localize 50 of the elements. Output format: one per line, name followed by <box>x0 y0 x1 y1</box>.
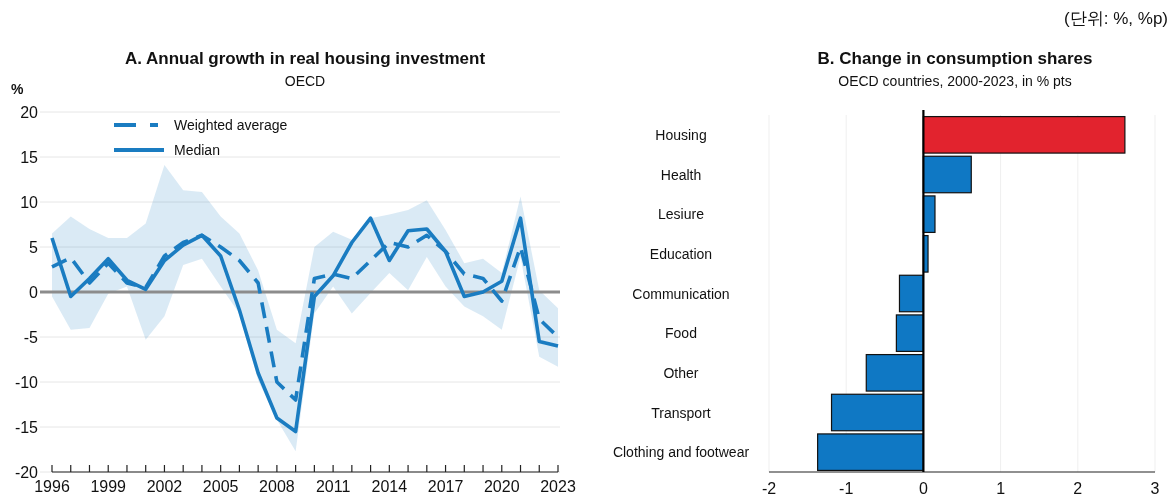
bar <box>922 155 972 194</box>
chart-subtitle: OECD <box>284 73 326 89</box>
x-tick-label: 2020 <box>483 478 520 495</box>
x-tick-label: 2008 <box>259 478 295 495</box>
x-tick-label: 1 <box>996 480 1006 497</box>
x-tick-label: 1996 <box>34 478 70 495</box>
y-tick-label: Communication <box>632 285 730 302</box>
y-tick-label: Transport <box>651 404 711 421</box>
y-tick-label: -15 <box>14 419 39 436</box>
x-tick-label: 2014 <box>371 478 408 495</box>
x-tick-label: 2 <box>1073 480 1083 497</box>
y-tick-label: -20 <box>14 464 39 481</box>
x-tick-label: 3 <box>1150 480 1160 497</box>
chart-subtitle: OECD countries, 2000-2023, in % pts <box>838 73 1072 89</box>
chart-title: A. Annual growth in real housing investment <box>124 49 486 68</box>
legend-label: Median <box>174 142 220 158</box>
y-tick-label: 0 <box>29 284 39 301</box>
y-tick-label: Education <box>649 245 713 262</box>
x-tick-label: 2017 <box>427 478 464 495</box>
bar <box>922 115 1126 154</box>
y-axis-title: % <box>11 81 24 97</box>
y-tick-label: Other <box>663 364 699 381</box>
y-tick-label: -5 <box>23 329 39 346</box>
x-tick-label: 2011 <box>315 478 351 495</box>
legend-label: Weighted average <box>174 117 288 133</box>
y-tick-label: Health <box>660 166 702 183</box>
bar <box>865 353 924 392</box>
y-tick-label: Lesiure <box>658 206 705 223</box>
y-tick-label: -10 <box>14 374 39 391</box>
y-tick-label: Food <box>665 325 697 342</box>
bar <box>817 433 924 472</box>
bar <box>895 314 924 353</box>
line-series <box>50 216 560 434</box>
y-tick-label: Housing <box>655 126 707 143</box>
x-tick-label: -1 <box>839 480 854 497</box>
y-tick-label: 5 <box>29 239 39 256</box>
y-tick-label: 15 <box>20 149 39 166</box>
y-tick-label: 20 <box>20 104 39 121</box>
y-tick-label: Clothing and footwear <box>612 444 750 461</box>
x-tick-label: 2005 <box>202 478 239 495</box>
x-tick-label: 2023 <box>540 478 576 495</box>
x-tick-label: 1999 <box>90 478 127 495</box>
x-tick-label: -2 <box>761 480 777 497</box>
x-tick-label: 2002 <box>146 478 183 495</box>
y-tick-label: 10 <box>20 194 39 211</box>
bar <box>830 393 924 432</box>
chart-title: B. Change in consumption shares <box>817 49 1093 68</box>
bar <box>898 274 924 313</box>
x-tick-label: 0 <box>918 480 928 497</box>
text: (단위: %, %p) <box>1064 9 1168 28</box>
